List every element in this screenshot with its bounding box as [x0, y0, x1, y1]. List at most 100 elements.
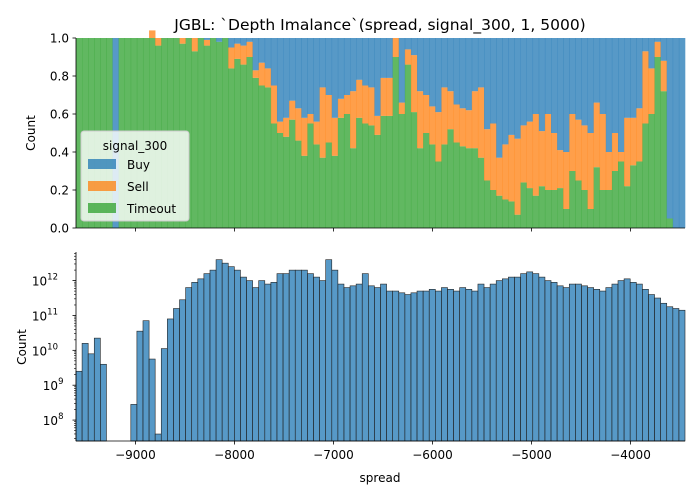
bottom-bar — [514, 276, 521, 442]
top-bar-buy — [380, 38, 387, 78]
top-bar-timeout — [508, 201, 515, 228]
bottom-bar — [465, 289, 473, 442]
top-bar-timeout — [392, 57, 400, 228]
bottom-bar — [142, 320, 150, 442]
bottom-ytick-label: 108 — [43, 412, 64, 428]
top-bar-timeout — [410, 112, 418, 228]
bottom-bar — [489, 283, 497, 442]
bottom-bar — [562, 287, 570, 442]
top-bar-buy — [465, 38, 473, 111]
top-bar-timeout — [289, 119, 296, 228]
top-bar-buy — [368, 38, 375, 88]
top-bar-sell — [270, 85, 278, 124]
top-bar-buy — [423, 38, 430, 95]
top-bar-timeout — [264, 87, 272, 229]
bottom-bar — [282, 273, 290, 442]
top-bar-sell — [484, 129, 491, 181]
top-bar-timeout — [222, 38, 229, 228]
top-bar-sell — [654, 41, 661, 57]
top-bar-buy — [343, 38, 351, 95]
top-bar-sell — [514, 138, 521, 215]
top-bar-buy — [276, 38, 284, 122]
top-bar-buy — [636, 38, 643, 109]
top-bar-buy — [630, 38, 637, 118]
bottom-xtick-label: −6000 — [412, 448, 453, 462]
top-bar-sell — [618, 152, 625, 162]
top-bar-buy — [386, 38, 393, 78]
top-bar-timeout — [447, 129, 454, 228]
top-bar-timeout — [295, 140, 302, 228]
top-bar-sell — [289, 100, 296, 120]
bottom-bar — [410, 292, 418, 442]
top-bar-buy — [654, 38, 661, 42]
bottom-bar — [642, 289, 649, 442]
bottom-bar — [337, 283, 345, 442]
top-bar-buy — [593, 38, 601, 103]
top-bar-buy — [514, 38, 521, 139]
top-bar-sell — [325, 95, 333, 143]
bottom-bar — [508, 276, 515, 442]
top-bar-sell — [264, 68, 272, 88]
top-bar-sell — [447, 91, 454, 130]
top-bar-timeout — [301, 155, 308, 228]
top-bar-sell — [429, 106, 436, 145]
top-bar-buy — [203, 38, 211, 40]
bottom-bar — [173, 308, 180, 442]
top-bar-buy — [252, 38, 259, 71]
top-bar-buy — [471, 38, 479, 92]
top-bar-buy — [569, 38, 576, 114]
top-bar-sell — [362, 85, 369, 124]
top-bar-buy — [642, 38, 649, 52]
top-bar-sell — [526, 121, 534, 189]
top-bar-buy — [551, 38, 558, 133]
top-bar-sell — [368, 87, 375, 126]
bottom-bar — [221, 262, 229, 442]
bottom-bar — [87, 353, 95, 442]
top-bar-timeout — [356, 117, 363, 228]
top-bar-buy — [587, 38, 594, 133]
top-bar-buy — [453, 38, 460, 105]
bottom-bar — [447, 289, 454, 442]
bottom-bar — [605, 287, 613, 442]
bottom-bar — [246, 280, 253, 442]
top-bar-timeout — [611, 171, 619, 228]
top-bar-buy — [417, 38, 424, 92]
top-bar-buy — [624, 38, 631, 118]
bottom-bar — [160, 348, 168, 442]
top-bar-timeout — [514, 214, 521, 228]
top-bar-sell — [593, 102, 601, 168]
top-bar-sell — [569, 114, 576, 171]
bottom-bar — [471, 290, 479, 442]
bottom-bar — [526, 271, 534, 442]
bottom-bar — [483, 287, 491, 442]
top-bar-sell — [283, 117, 290, 137]
top-bar-buy — [295, 38, 302, 109]
bottom-bar — [550, 282, 558, 442]
bottom-bar — [501, 278, 509, 442]
bottom-bar — [197, 278, 205, 442]
top-bar-buy — [459, 38, 467, 109]
top-bar-timeout — [502, 199, 509, 228]
top-bar-timeout — [465, 148, 473, 228]
top-bar-sell — [179, 38, 186, 44]
top-bar-sell — [471, 91, 479, 149]
top-bar-sell — [252, 70, 259, 78]
top-bar-timeout — [313, 144, 320, 228]
top-bar-timeout — [636, 161, 643, 228]
top-bar-sell — [295, 108, 302, 141]
top-bar-buy — [270, 38, 278, 86]
bottom-bar — [136, 330, 144, 442]
top-ytick-label: 0.2 — [50, 184, 69, 198]
bottom-bar — [301, 269, 308, 442]
bottom-bar — [599, 290, 607, 442]
legend[interactable]: signal_300 Buy Sell Timeout — [80, 130, 190, 222]
bottom-bar — [288, 269, 296, 442]
top-bar-buy — [410, 38, 418, 56]
top-bar-sell — [386, 77, 393, 116]
top-ytick-label: 0.6 — [50, 108, 69, 122]
top-bar-timeout — [587, 209, 594, 228]
top-bar-timeout — [532, 195, 540, 228]
top-bar-buy — [374, 38, 381, 116]
bottom-bar — [227, 266, 235, 442]
top-bar-sell — [465, 110, 473, 149]
